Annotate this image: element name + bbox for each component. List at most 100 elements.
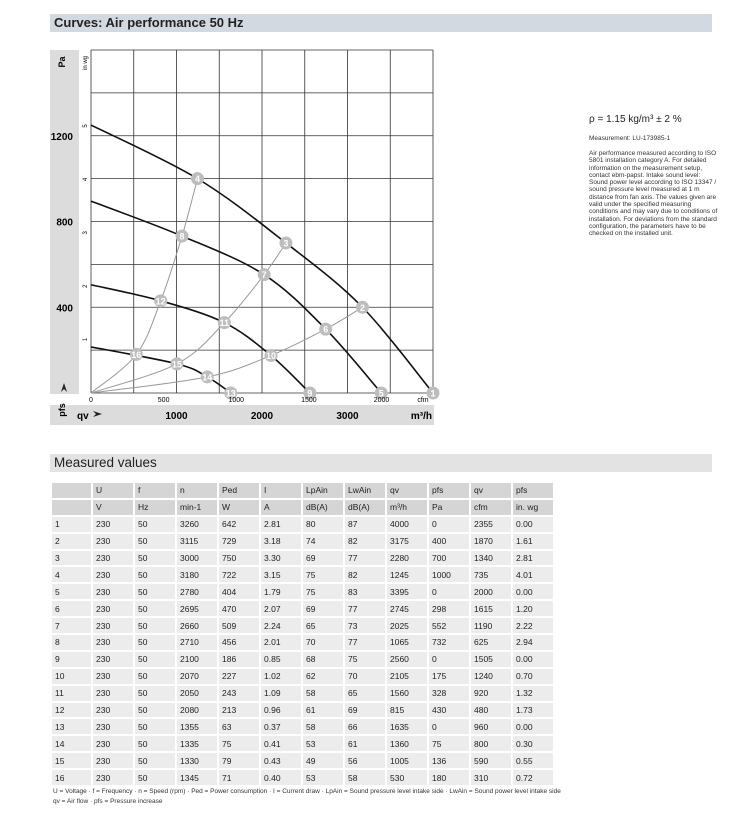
x2-tick-label: 0: [89, 397, 93, 404]
table-cell: 800: [471, 736, 511, 752]
table-cell: 722: [219, 567, 259, 583]
fan-curve: [90, 200, 382, 394]
table-cell: 2.81: [513, 550, 553, 566]
operating-point-label: 10: [266, 351, 276, 361]
table-cell: U: [93, 483, 133, 498]
table-cell: 180: [429, 770, 469, 786]
table-cell: 3395: [387, 584, 427, 600]
table-cell: 1340: [471, 550, 511, 566]
table-cell: 136: [429, 753, 469, 769]
table-cell: 2000: [471, 584, 511, 600]
table-cell: 3000: [177, 550, 217, 566]
table-cell: 2105: [387, 668, 427, 684]
table-row: 2 230 50 3115 729 3.18 74 82 3175 400 1870 1.61: [52, 533, 553, 549]
table-cell: m³/h: [387, 499, 427, 515]
table-cell: 470: [219, 601, 259, 617]
table-cell: 1560: [387, 685, 427, 701]
table-cell: 0.00: [513, 719, 553, 735]
table-cell: 1615: [471, 601, 511, 617]
table-cell: 920: [471, 685, 511, 701]
table-cell: 2745: [387, 601, 427, 617]
table-cell: pfs: [429, 483, 469, 498]
table-cell: 2.24: [261, 618, 301, 634]
table-cell: 75: [429, 736, 469, 752]
table-cell: 1005: [387, 753, 427, 769]
operating-point-label: 8: [180, 232, 185, 242]
table-cell: 0.96: [261, 702, 301, 718]
table-cell: 430: [429, 702, 469, 718]
table-cell: 69: [345, 702, 385, 718]
table-cell: 590: [471, 753, 511, 769]
table-cell: 3180: [177, 567, 217, 583]
table-cell: 230: [93, 719, 133, 735]
table-row: 9 230 50 2100 186 0.85 68 75 2560 0 1505 0.00: [52, 651, 553, 667]
table-cell: 230: [93, 651, 133, 667]
operating-point-marker: [224, 386, 238, 400]
table-cell: 0.30: [513, 736, 553, 752]
fan-curve: [90, 283, 311, 394]
table-cell: pfs: [513, 483, 553, 498]
table-cell: 328: [429, 685, 469, 701]
table-row: 12 230 50 2080 213 0.96 61 69 815 430 480 1.73: [52, 702, 553, 718]
table-cell: 310: [471, 770, 511, 786]
table-cell: 230: [93, 567, 133, 583]
table-cell: 400: [429, 533, 469, 549]
table-cell: 230: [93, 753, 133, 769]
operating-point-marker: [154, 294, 168, 308]
table-cell: 74: [303, 533, 343, 549]
table-cell: 1000: [429, 567, 469, 583]
table-cell: n: [177, 483, 217, 498]
operating-point-marker: [279, 236, 293, 250]
table-cell: 5: [52, 584, 91, 600]
operating-point-marker: [200, 370, 214, 384]
table-cell: 530: [387, 770, 427, 786]
operating-point-marker: [129, 347, 143, 361]
table-cell: 729: [219, 533, 259, 549]
table-cell: 230: [93, 736, 133, 752]
table-cell: Pa: [429, 499, 469, 515]
table-cell: 1345: [177, 770, 217, 786]
y-unit-label: Pa: [57, 56, 67, 68]
table-cell: 53: [303, 770, 343, 786]
table-cell: dB(A): [345, 499, 385, 515]
table-row: 5 230 50 2780 404 1.79 75 83 3395 0 2000 0.00: [52, 584, 553, 600]
table-cell: 230: [93, 550, 133, 566]
table-cell: 3260: [177, 516, 217, 532]
table-cell: 1240: [471, 668, 511, 684]
table-cell: 509: [219, 618, 259, 634]
table-cell: 3115: [177, 533, 217, 549]
table-legend: U = Voltage · f = Frequency · n = Speed …: [53, 787, 561, 807]
y-tick-label: 400: [56, 303, 73, 314]
table-cell: 50: [135, 516, 175, 532]
table-cell: 404: [219, 584, 259, 600]
x2-tick-label: 500: [158, 397, 170, 404]
x-axis-band: [50, 405, 434, 425]
table-cell: 87: [345, 516, 385, 532]
table-cell: 75: [219, 736, 259, 752]
x-unit-label: m³/h: [411, 411, 432, 422]
table-cell: 62: [303, 668, 343, 684]
table-cell: 230: [93, 770, 133, 786]
table-row: 10 230 50 2070 227 1.02 62 70 2105 175 1240 0.70: [52, 668, 553, 684]
table-cell: 2025: [387, 618, 427, 634]
table-cell: 4000: [387, 516, 427, 532]
table-cell: 0.70: [513, 668, 553, 684]
table-cell: 15: [52, 753, 91, 769]
air-density: ρ = 1.15 kg/m³ ± 2 %: [589, 114, 682, 125]
operating-point-marker: [303, 386, 317, 400]
measurement-description: Air performance measured according to IS…: [589, 150, 718, 238]
system-curve: [90, 306, 363, 394]
operating-point-label: 11: [220, 318, 230, 328]
table-cell: 50: [135, 770, 175, 786]
table-cell: Hz: [135, 499, 175, 515]
table-cell: 50: [135, 736, 175, 752]
table-cell: 56: [345, 753, 385, 769]
operating-point-marker: [426, 386, 440, 400]
table-cell: [52, 483, 91, 498]
table-cell: 230: [93, 702, 133, 718]
operating-point-marker: [264, 348, 278, 362]
x-tick-label: 3000: [336, 411, 359, 422]
